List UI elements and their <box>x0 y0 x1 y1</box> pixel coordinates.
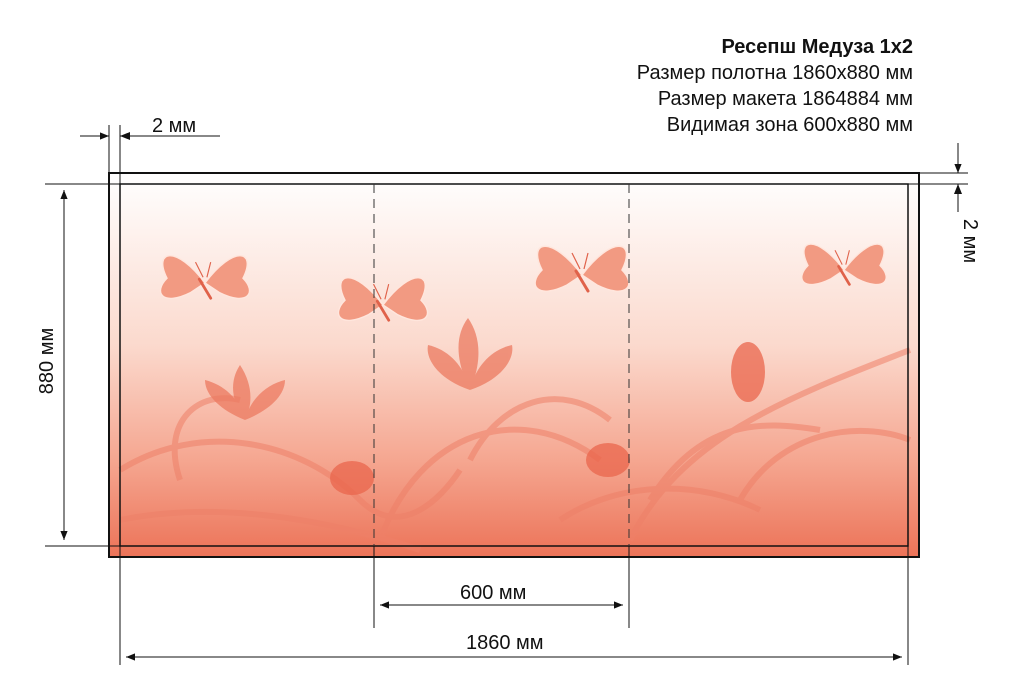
info-block: Ресепш Медуза 1х2 Размер полотна 1860х88… <box>637 34 913 138</box>
canvas-size-text: Размер полотна 1860х880 мм <box>636 62 913 84</box>
layout-size-text: Размер макета 1864884 мм <box>657 88 913 110</box>
visible-zone-text: Видимая зона 600х880 мм <box>666 114 913 136</box>
visible-width-label: 600 мм <box>460 582 527 604</box>
total-width-dimension <box>119 546 909 665</box>
bleed-left-dimension <box>80 125 220 184</box>
tulip-bud-icon <box>330 342 765 495</box>
swirl-icon <box>118 347 912 553</box>
flower-icon <box>205 318 513 420</box>
height-label: 880 мм <box>36 327 58 395</box>
bleed-left-label: 2 мм <box>152 115 197 137</box>
bleed-top-dimension <box>908 143 968 212</box>
height-dimension <box>45 183 120 547</box>
artwork-panel <box>108 172 920 558</box>
visible-width-dimension <box>373 546 630 628</box>
bleed-top-label: 2 мм <box>959 218 981 264</box>
total-width-label: 1860 мм <box>466 632 544 654</box>
layout-title: Ресепш Медуза 1х2 <box>721 36 913 58</box>
